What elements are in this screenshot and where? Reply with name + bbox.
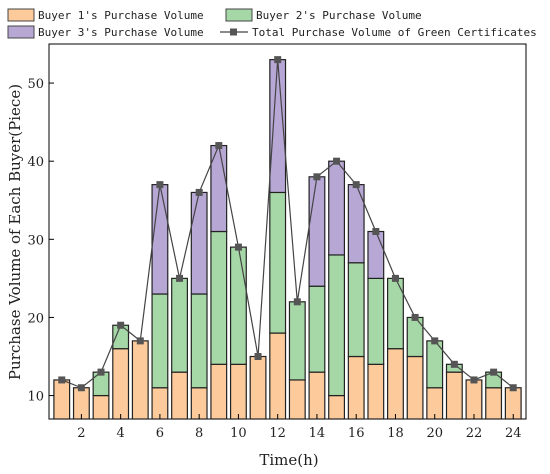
bar-buyer1-11: [249, 355, 267, 420]
total-line-layer: [58, 56, 517, 392]
bar-buyer1-14: [308, 371, 326, 420]
y-tick-label-20: 20: [27, 311, 44, 326]
legend-label-total: Total Purchase Volume of Green Certifica…: [252, 26, 537, 39]
bar-buyer1-15: [328, 394, 346, 420]
bar-buyer2-6: [151, 293, 169, 389]
total-marker-21: [450, 360, 458, 368]
bar-buyer1-1: [53, 379, 71, 420]
x-tick-label-12: 12: [269, 426, 286, 441]
total-marker-5: [136, 337, 144, 345]
x-tick-label-14: 14: [309, 426, 326, 441]
bar-buyer2-12: [269, 191, 287, 334]
total-marker-13: [293, 298, 301, 306]
bar-buyer2-13: [288, 301, 306, 381]
x-tick-label-24: 24: [505, 426, 522, 441]
y-tick-label-10: 10: [27, 390, 44, 405]
total-marker-20: [431, 337, 439, 345]
y-axis-label: Purchase Volume of Each Buyer(Piece): [6, 84, 24, 380]
bar-buyer3-6: [151, 184, 169, 295]
total-marker-24: [509, 384, 517, 392]
legend-label-buyer3: Buyer 3's Purchase Volume: [38, 26, 204, 39]
total-line: [61, 59, 514, 389]
total-marker-18: [391, 274, 399, 282]
x-tick-label-6: 6: [156, 426, 164, 441]
x-tick-label-16: 16: [348, 426, 365, 441]
x-tick-label-18: 18: [387, 426, 404, 441]
bar-buyer2-3: [92, 371, 110, 397]
bar-buyer1-13: [288, 379, 306, 420]
total-marker-17: [372, 228, 380, 235]
total-marker-15: [333, 157, 341, 165]
legend: Buyer 1's Purchase Volume Buyer 2's Purc…: [7, 8, 537, 39]
legend-marker-total: [230, 28, 237, 36]
bar-buyer1-12: [269, 332, 287, 420]
bar-buyer1-4: [112, 348, 130, 420]
bar-buyer1-10: [229, 363, 247, 420]
bar-buyer2-14: [308, 285, 326, 373]
total-marker-8: [195, 188, 203, 196]
y-tick-label-30: 30: [27, 233, 44, 248]
x-axis-ticks: 2 4 6 8 10 12 14 16 18 20 22 24: [77, 414, 522, 441]
y-tick-label-40: 40: [27, 155, 44, 170]
bar-buyer1-9: [210, 363, 228, 420]
bar-buyer1-17: [367, 363, 385, 420]
x-tick-label-2: 2: [77, 426, 85, 441]
x-tick-label-8: 8: [195, 426, 203, 441]
total-marker-16: [352, 181, 360, 189]
bar-buyer1-16: [347, 355, 365, 420]
bar-buyer1-3: [92, 394, 110, 420]
x-tick-label-4: 4: [117, 426, 125, 441]
bar-buyer1-5: [131, 340, 149, 420]
plot-area-frame: [48, 43, 527, 420]
total-marker-1: [58, 376, 66, 384]
legend-swatch-buyer1: [7, 8, 35, 22]
total-marker-3: [97, 368, 105, 376]
bar-buyer2-10: [229, 246, 247, 365]
bar-buyer1-22: [465, 379, 483, 420]
total-marker-7: [176, 274, 184, 282]
total-marker-22: [470, 376, 478, 384]
x-tick-label-22: 22: [466, 426, 483, 441]
total-marker-23: [490, 368, 498, 376]
bar-buyer1-23: [485, 387, 503, 420]
total-marker-6: [156, 181, 164, 189]
bar-buyer1-19: [406, 355, 424, 420]
legend-swatch-buyer2: [225, 8, 253, 22]
bar-buyer2-9: [210, 230, 228, 365]
total-marker-4: [117, 321, 125, 329]
bar-buyer1-7: [171, 371, 188, 420]
total-marker-12: [274, 56, 282, 64]
bar-buyer2-8: [190, 293, 208, 389]
total-marker-10: [234, 243, 242, 251]
bar-buyer2-7: [171, 277, 188, 373]
bar-buyer1-21: [445, 371, 463, 420]
legend-label-buyer1: Buyer 1's Purchase Volume: [38, 9, 204, 22]
total-marker-9: [215, 142, 223, 150]
bar-buyer3-15: [328, 160, 346, 256]
total-marker-19: [411, 313, 419, 321]
bar-buyer2-16: [347, 262, 365, 358]
y-axis-ticks: 10 20 30 40 50: [27, 77, 54, 405]
total-marker-2: [77, 384, 85, 392]
y-tick-label-50: 50: [27, 77, 44, 92]
bar-buyer1-18: [387, 348, 404, 420]
x-tick-label-10: 10: [230, 426, 247, 441]
bar-buyer3-14: [308, 176, 326, 287]
x-tick-label-20: 20: [426, 426, 443, 441]
legend-swatch-buyer3: [7, 25, 35, 39]
bar-buyer2-15: [328, 254, 346, 397]
x-axis-label: Time(h): [259, 451, 318, 469]
bar-buyer2-17: [367, 277, 385, 365]
bar-buyer3-17: [367, 230, 385, 279]
legend-label-buyer2: Buyer 2's Purchase Volume: [256, 9, 422, 22]
bar-buyer3-8: [190, 191, 208, 295]
total-marker-14: [313, 173, 321, 181]
total-marker-11: [254, 353, 262, 360]
